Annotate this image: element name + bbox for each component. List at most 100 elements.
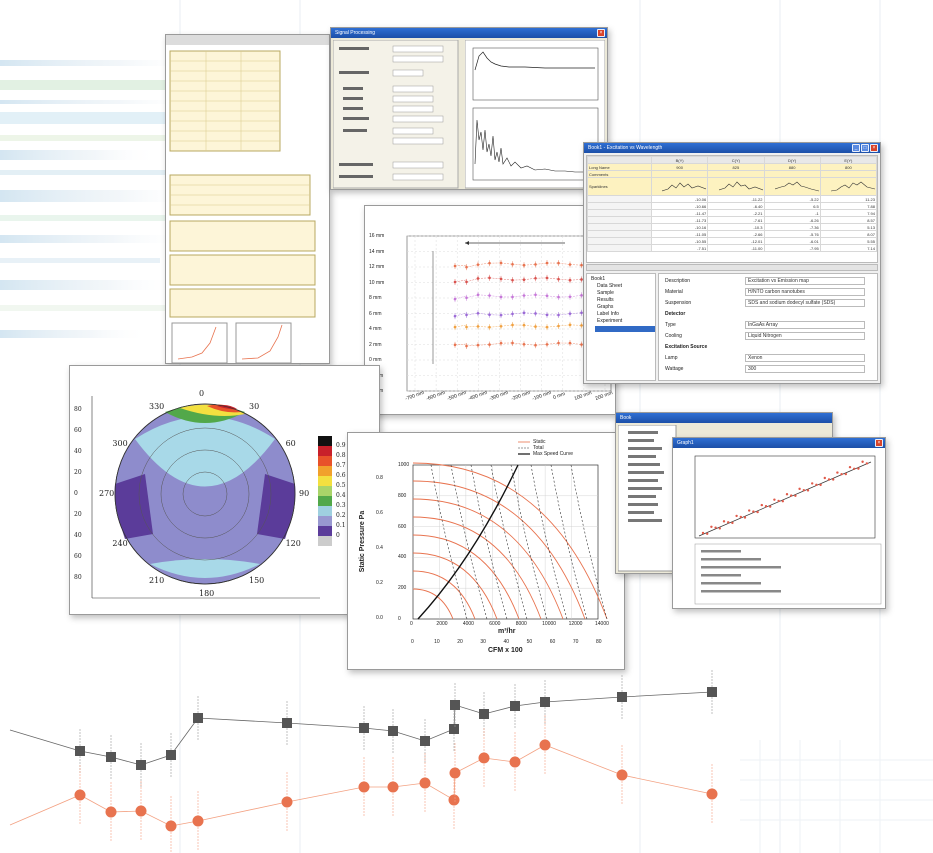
table-row[interactable]: -11.05 -2.66 -5.76 8.07 xyxy=(587,230,878,238)
table-cell[interactable]: -7.61 xyxy=(707,216,765,224)
tree-selected-item[interactable] xyxy=(595,326,655,332)
close-icon[interactable]: × xyxy=(875,439,883,447)
angle-label: 0 xyxy=(199,389,205,398)
table-cell[interactable]: -11.47 xyxy=(650,209,709,217)
color-scale-swatch xyxy=(318,486,332,496)
table-cell[interactable]: 8.57 xyxy=(819,216,878,224)
table-cell[interactable]: 6.5 xyxy=(763,202,821,210)
table-cell[interactable]: -6.01 xyxy=(763,237,821,245)
sparkline-cell xyxy=(763,177,821,196)
scatter-point xyxy=(718,527,721,530)
angle-label: 330 xyxy=(149,402,165,412)
workbook-window[interactable]: Book1 - Excitation vs Wavelength _ □ × B… xyxy=(583,142,881,384)
table-cell[interactable]: -6.40 xyxy=(707,202,765,210)
signal-processing-dialog[interactable]: Signal Processing × xyxy=(330,27,608,190)
table-cell[interactable]: -7.36 xyxy=(763,223,821,231)
report-sheet-titlebar[interactable] xyxy=(166,35,329,45)
table-cell[interactable]: -6.26 xyxy=(763,216,821,224)
close-icon[interactable]: × xyxy=(597,29,605,37)
book-dialog-titlebar[interactable]: Book xyxy=(616,413,832,423)
close-icon[interactable]: × xyxy=(870,144,878,152)
polar-contour-window[interactable]: 0 30 60 90 120 150 180 210 240 270 300 330 80 60 40 20 0… xyxy=(69,365,380,615)
property-value-field[interactable]: SDS and sodium dodecyl sulfate (SDS) xyxy=(745,299,865,307)
table-cell[interactable]: -1 xyxy=(763,209,821,217)
organizer-tree[interactable]: Book1 Data Sheet Sample Results Graphs Label … xyxy=(586,273,656,381)
workbook-titlebar[interactable]: Book1 - Excitation vs Wavelength _ □ × xyxy=(584,143,880,153)
y-right-tick: 0 xyxy=(398,616,401,622)
header-value: 800 xyxy=(819,163,878,171)
table-cell[interactable]: -7.95 xyxy=(763,244,821,252)
scatter-point xyxy=(794,494,797,497)
row-label-comments: Comments xyxy=(587,170,652,178)
property-value-field[interactable]: H/NTO carbon nanotubes xyxy=(745,288,865,296)
table-row[interactable]: -11.47 -2.21 -1 7.94 xyxy=(587,209,878,217)
worksheet-grid[interactable]: B(Y) C(Y) D(Y) E(Y) Long Name 900 825 88… xyxy=(586,155,878,263)
minimize-icon[interactable]: _ xyxy=(852,144,860,152)
y-tick-label: 4 mm xyxy=(369,326,382,332)
property-value-field[interactable]: Xenon xyxy=(745,354,865,362)
signal-processing-controls xyxy=(333,40,459,189)
angle-label: 150 xyxy=(249,575,265,585)
table-cell[interactable]: -2.21 xyxy=(707,209,765,217)
table-row[interactable]: -10.66 -6.40 6.5 7.88 xyxy=(587,202,878,210)
y-right-tick: 1000 xyxy=(398,462,410,468)
signal-processing-titlebar[interactable]: Signal Processing × xyxy=(331,28,607,38)
table-cell[interactable]: -10.55 xyxy=(650,237,709,245)
table-cell[interactable]: 7.88 xyxy=(819,202,878,210)
table-cell[interactable]: 7.94 xyxy=(819,209,878,217)
table-cell[interactable]: -7.51 xyxy=(650,244,709,252)
table-cell[interactable]: -10.16 xyxy=(650,223,709,231)
scatter-point xyxy=(735,514,738,518)
property-value-field[interactable]: Liquid Nitrogen xyxy=(745,332,865,340)
fan-curve-window[interactable]: Static Total Max Speed Curve 0.8 0.6 0.4 0.2 0.… xyxy=(347,432,625,670)
x-bottom-tick: 80 xyxy=(596,639,602,645)
table-cell[interactable]: 8.07 xyxy=(819,230,878,238)
maximize-icon[interactable]: □ xyxy=(861,144,869,152)
line-chart-window[interactable]: 16 mm 14 mm 12 mm 10 mm 8 mm 6 mm 4 mm 2 mm 0 mm… xyxy=(364,205,616,415)
fft-preview-plot xyxy=(465,40,605,189)
col-header[interactable]: D(Y) xyxy=(763,156,821,164)
color-scale-label: 0 xyxy=(336,532,340,539)
scatter-point xyxy=(752,510,755,513)
table-row[interactable]: -10.55 -12.01 -6.01 5.55 xyxy=(587,237,878,245)
y-left-axis-label: Static Pressure in. wg xyxy=(347,505,348,578)
y-left-tick: 0.8 xyxy=(376,475,383,481)
col-header[interactable]: B(Y) xyxy=(650,156,709,164)
property-value-field[interactable]: 300 xyxy=(745,365,865,373)
color-scale-swatch xyxy=(318,536,332,546)
graph-window[interactable]: Graph1 × xyxy=(672,437,886,609)
table-cell[interactable]: -10.3 xyxy=(707,223,765,231)
property-value-field[interactable]: Excitation vs Emission map xyxy=(745,277,865,285)
table-cell[interactable]: -10.06 xyxy=(650,195,709,203)
radial-label: 0 xyxy=(74,490,78,497)
scatter-plot xyxy=(694,455,882,605)
table-cell[interactable]: -10.66 xyxy=(650,202,709,210)
y-tick-label: 12 mm xyxy=(369,264,385,270)
table-cell[interactable]: -5.76 xyxy=(763,230,821,238)
property-value-field[interactable]: InGaAs Array xyxy=(745,321,865,329)
table-cell[interactable]: -11.00 xyxy=(707,244,765,252)
scatter-point xyxy=(748,509,751,512)
table-cell[interactable]: -11.22 xyxy=(707,195,765,203)
table-cell[interactable]: 11.23 xyxy=(819,195,878,203)
table-cell[interactable]: 5.55 xyxy=(819,237,878,245)
table-row[interactable]: -7.51 -11.00 -7.95 7.14 xyxy=(587,244,878,252)
col-header[interactable]: C(Y) xyxy=(707,156,765,164)
line-chart xyxy=(406,235,612,392)
table-cell[interactable]: -11.05 xyxy=(650,230,709,238)
graph-window-titlebar[interactable]: Graph1 × xyxy=(673,438,885,448)
report-sheet-window[interactable] xyxy=(165,34,330,364)
table-row[interactable]: -10.16 -10.3 -7.36 5.13 xyxy=(587,223,878,231)
table-row[interactable]: -10.06 -11.22 -5.22 11.23 xyxy=(587,195,878,203)
tree-item: Experiment xyxy=(597,318,623,324)
y-tick-label: 14 mm xyxy=(369,248,385,255)
table-cell[interactable]: -5.22 xyxy=(763,195,821,203)
table-cell[interactable]: -11.73 xyxy=(650,216,709,224)
col-header[interactable]: E(Y) xyxy=(819,156,878,164)
y-tick-label: 0 mm xyxy=(369,357,382,363)
table-cell[interactable]: 7.14 xyxy=(819,244,878,252)
table-cell[interactable]: -12.01 xyxy=(707,237,765,245)
table-row[interactable]: -11.73 -7.61 -6.26 8.57 xyxy=(587,216,878,224)
table-cell[interactable]: 5.13 xyxy=(819,223,878,231)
table-cell[interactable]: -2.66 xyxy=(707,230,765,238)
